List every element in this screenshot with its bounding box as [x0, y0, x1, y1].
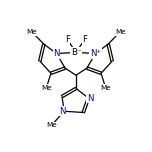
Text: B⁻: B⁻ [71, 48, 81, 57]
Text: Me: Me [100, 85, 111, 91]
Text: F: F [65, 35, 70, 44]
Text: Me: Me [41, 85, 52, 91]
Text: N: N [53, 49, 60, 58]
Text: N: N [87, 93, 93, 103]
Text: Me: Me [26, 29, 37, 35]
Text: N: N [59, 107, 66, 116]
Text: Me: Me [115, 29, 126, 35]
Text: Me: Me [46, 122, 57, 128]
Text: F: F [82, 35, 87, 44]
Text: N⁺: N⁺ [90, 49, 101, 58]
